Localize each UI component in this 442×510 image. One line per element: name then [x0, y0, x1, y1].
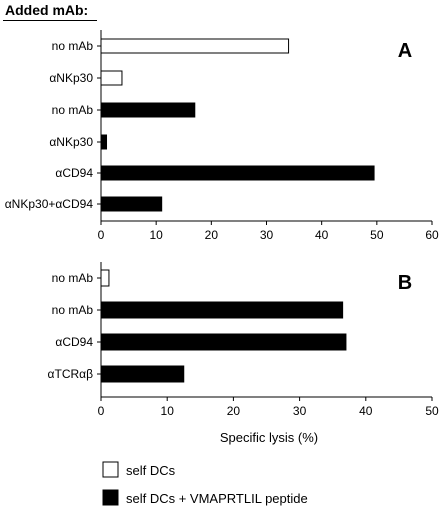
category-label: no mAb	[52, 39, 94, 53]
x-tick-label: 40	[315, 228, 329, 242]
bar	[100, 301, 344, 319]
panel-label: B	[398, 272, 412, 294]
x-axis-label: Specific lysis (%)	[220, 430, 318, 445]
category-label: no mAb	[52, 103, 94, 117]
category-label: αNKp30	[49, 71, 93, 85]
header-underline	[3, 20, 97, 21]
bar	[100, 165, 375, 181]
bar	[100, 365, 185, 383]
category-label: αTCRαβ	[48, 367, 94, 381]
x-tick-label: 0	[98, 404, 105, 418]
x-tick-label: 50	[425, 404, 439, 418]
bar	[100, 134, 108, 150]
bar	[100, 102, 196, 118]
category-label: αCD94	[55, 166, 93, 180]
x-tick-label: 40	[359, 404, 373, 418]
bar	[100, 333, 347, 351]
category-label: αNKp30	[49, 135, 93, 149]
legend: self DCs self DCs + VMAPRTLIL peptide	[102, 461, 308, 506]
legend-label: self DCs	[126, 463, 176, 478]
panel-b-chart: 0 10 20 30 40 50 no mAb no mAb αCD94 αTCRαβ B	[48, 262, 439, 418]
x-tick-label: 10	[161, 404, 175, 418]
category-label: no mAb	[52, 271, 94, 285]
x-tick-label: 30	[293, 404, 307, 418]
category-label: no mAb	[52, 303, 94, 317]
x-tick-label: 60	[425, 228, 439, 242]
x-tick-label: 10	[149, 228, 163, 242]
bar	[100, 196, 163, 212]
added-mab-header: Added mAb:	[5, 2, 89, 18]
x-tick-label: 20	[205, 228, 219, 242]
x-tick-label: 20	[227, 404, 241, 418]
category-label: αCD94	[55, 335, 93, 349]
x-tick-label: 50	[370, 228, 384, 242]
category-label: αNKp30+αCD94	[5, 197, 94, 211]
legend-swatch	[102, 461, 119, 478]
panel-a-chart: 0 10 20 30 40 50 60 no mAb αNKp30 no mAb αNKp30 αCD…	[5, 30, 439, 242]
x-tick-label: 0	[98, 228, 105, 242]
x-tick-label: 30	[260, 228, 274, 242]
panel-label: A	[398, 40, 412, 62]
legend-swatch	[102, 489, 119, 506]
bar	[100, 38, 290, 54]
bar	[100, 269, 110, 287]
bar	[100, 70, 123, 86]
legend-label: self DCs + VMAPRTLIL peptide	[126, 491, 308, 506]
